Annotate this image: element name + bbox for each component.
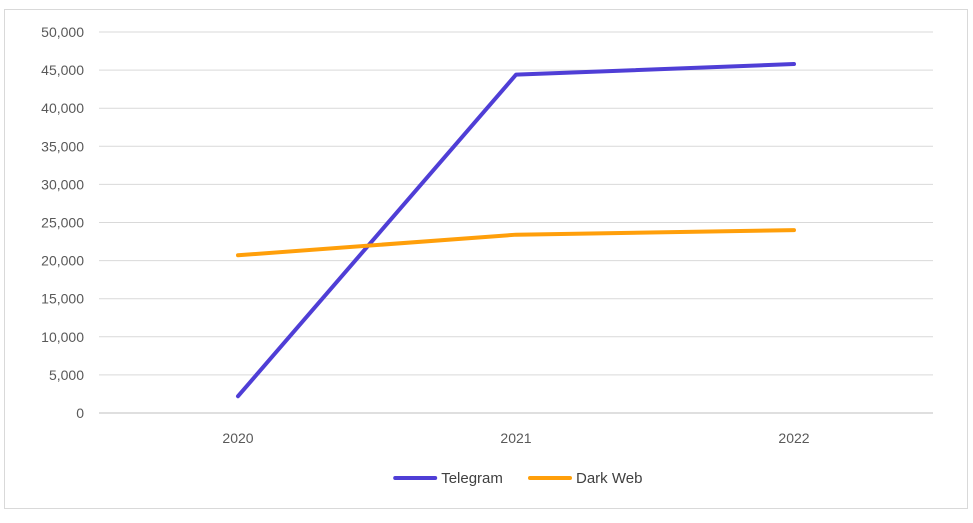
series-line-dark-web [236,228,796,258]
y-tick-label: 35,000 [41,138,84,154]
x-tick-label: 2022 [778,430,809,446]
y-tick-label: 0 [76,405,84,421]
y-tick-label: 20,000 [41,253,84,269]
y-tick-label: 30,000 [41,176,84,192]
x-tick-label: 2020 [222,430,253,446]
y-tick-label: 10,000 [41,329,84,345]
y-tick-label: 50,000 [41,24,84,40]
chart-frame [4,9,968,509]
y-tick-label: 15,000 [41,291,84,307]
y-tick-label: 40,000 [41,100,84,116]
x-tick-label: 2021 [500,430,531,446]
y-tick-label: 5,000 [49,367,84,383]
series-line-telegram [236,62,796,399]
legend-label: Dark Web [576,470,642,487]
legend-label: Telegram [441,470,503,487]
y-tick-label: 25,000 [41,215,84,231]
y-tick-label: 45,000 [41,62,84,78]
